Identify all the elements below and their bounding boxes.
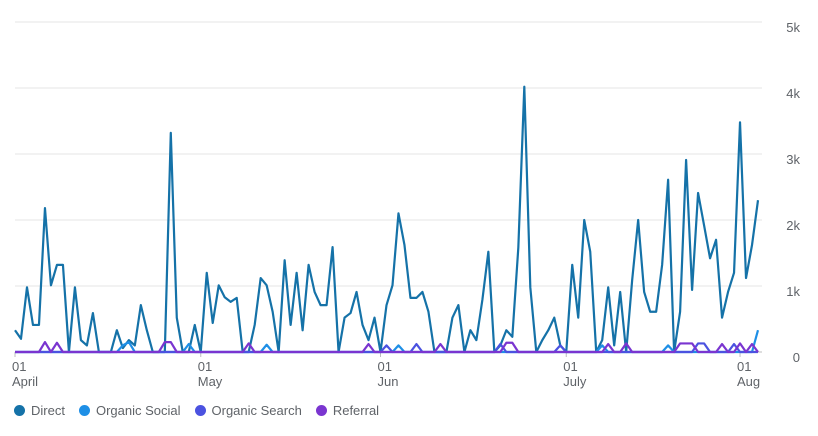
legend-item: Organic Social [78, 403, 181, 418]
legend-label: Direct [31, 403, 65, 418]
legend-item: Referral [315, 403, 380, 418]
legend-label: Organic Search [211, 403, 302, 418]
y-tick-label: 0 [793, 350, 800, 365]
plot: 0 1k 2k 3k 4k 5k [14, 20, 800, 365]
series-line [15, 341, 759, 354]
legend-swatch [14, 405, 25, 416]
legend: Direct Organic Social Organic Search Referr… [14, 403, 379, 418]
y-tick-label: 2k [786, 218, 800, 233]
legend-swatch [194, 405, 206, 416]
x-tick-label: 01 April [12, 359, 39, 389]
y-tick-label: 1k [786, 284, 800, 299]
x-tick-label: 01 Aug [737, 359, 761, 389]
legend-label: Organic Social [95, 403, 181, 418]
y-tick-label: 3k [786, 152, 800, 167]
legend-swatch [78, 405, 90, 416]
legend-label: Referral [332, 403, 380, 418]
legend-swatch [315, 405, 327, 416]
legend-item: Organic Search [194, 403, 302, 418]
x-tick-label: 01 Jun [377, 359, 399, 389]
legend-item: Direct [14, 403, 65, 418]
x-tick-label: 01 July [563, 359, 587, 389]
y-tick-label: 4k [786, 86, 800, 101]
y-tick-label: 5k [786, 20, 800, 35]
series-line [15, 329, 760, 354]
x-tick-label: 01 May [197, 359, 223, 389]
series-line [14, 85, 760, 354]
